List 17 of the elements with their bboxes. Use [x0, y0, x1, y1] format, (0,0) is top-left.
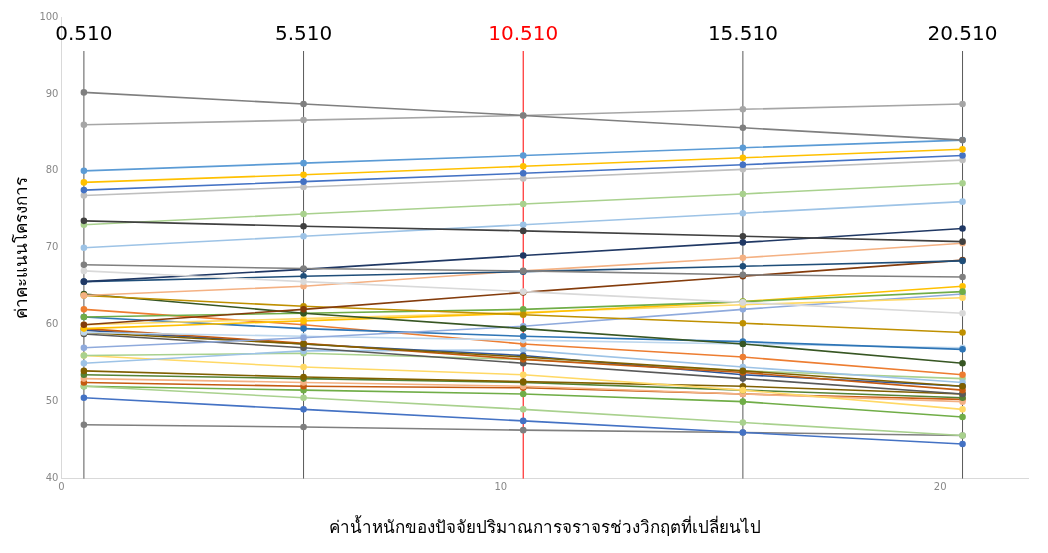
ref-line-label: 15.510 [707, 21, 778, 46]
y-tick-label: 50 [45, 395, 59, 407]
x-axis-title: ค่าน้ำหนักของปัจจัยปริมาณการจราจรช่วงวิกฤตที่เปลี่ยนไป [328, 515, 761, 538]
y-tick-label: 60 [45, 318, 59, 330]
y-tick-label: 80 [45, 164, 59, 176]
ref-line-label: 5.510 [274, 21, 333, 46]
y-axis-title: ค่าคะแนนโครงการ [10, 176, 31, 319]
y-tick-label: 90 [45, 87, 59, 99]
y-tick-label: 100 [39, 10, 59, 22]
x-tick-label: 20 [933, 481, 947, 493]
y-tick-label: 40 [45, 472, 59, 484]
ref-line-label: 10.510 [488, 21, 559, 46]
ref-line-label: 20.510 [927, 21, 998, 46]
x-tick-label: 10 [494, 481, 508, 493]
x-tick-label: 0 [58, 481, 65, 493]
y-tick-label: 70 [45, 241, 59, 253]
ref-line-label: 0.510 [55, 21, 113, 46]
